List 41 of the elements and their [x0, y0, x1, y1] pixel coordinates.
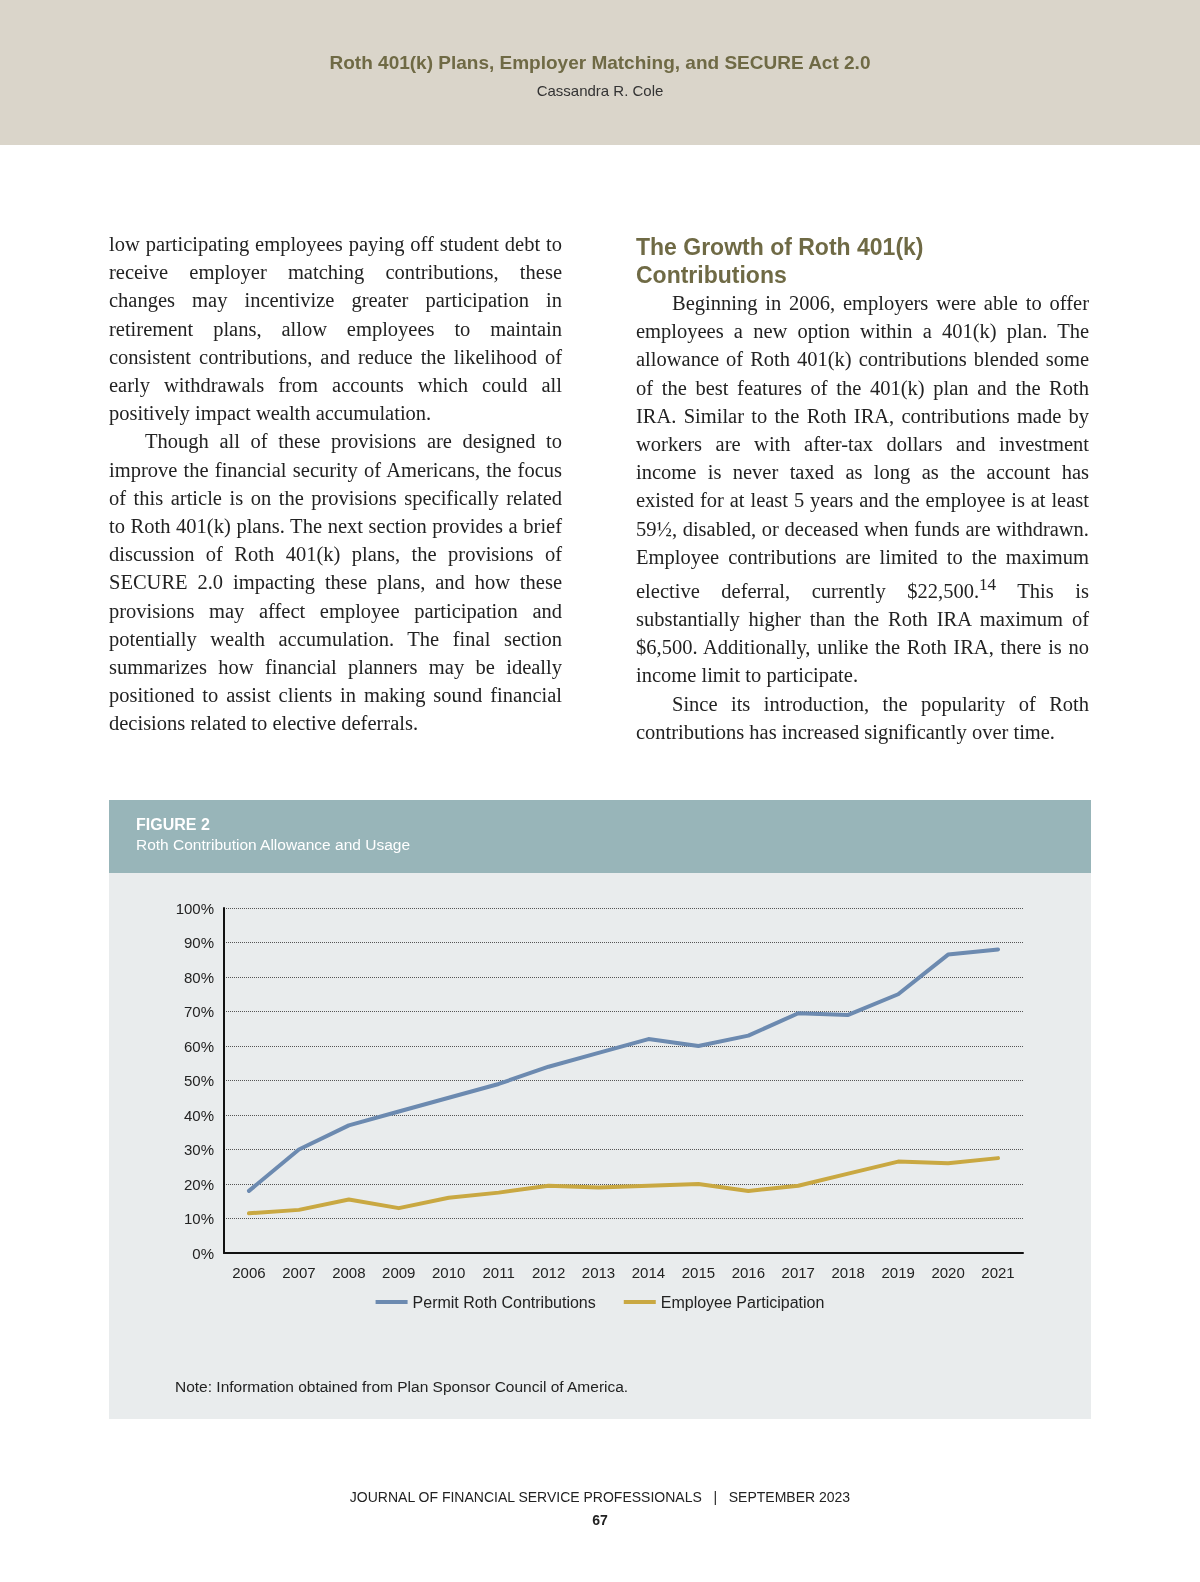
y-tick-label: 50% — [183, 1072, 214, 1089]
text: JOURNAL OF FINANCIAL SERVICE PROFESSIONALS | SEPTEMBER 2023 — [348, 1489, 852, 1505]
x-tick-label: 2007 — [282, 1264, 316, 1281]
x-tick-label: 2019 — [881, 1264, 915, 1281]
x-tick-label: 2008 — [332, 1264, 366, 1281]
x-tick-label: 2010 — [432, 1264, 466, 1281]
x-tick-label: 2013 — [581, 1264, 616, 1281]
line-series — [246, 1156, 1001, 1216]
x-tick-label: 2014 — [631, 1264, 666, 1281]
x-tick-label: 2015 — [681, 1264, 716, 1281]
y-tick-label: 40% — [183, 1106, 214, 1124]
legend-label: Permit Roth Contributions — [412, 1293, 596, 1311]
y-tick-label: 70% — [183, 1003, 214, 1020]
x-tick-label: 2017 — [781, 1264, 815, 1281]
text: Roth 401(k) Plans, Employer Matching, and SECURE Act 2.0 — [328, 51, 872, 74]
x-tick-label: 2020 — [931, 1264, 965, 1281]
x-tick-label: 2011 — [482, 1264, 515, 1281]
x-tick-label: 2012 — [531, 1264, 566, 1281]
text: Beginning in 2006, employers were able to offer employees a new option within a 401(k) plan. The allowance of Roth 401(k) contributions blended some of the best features of the 401(k) plan and the Roth IRA. Similar to the Roth IRA, contributions made by workers are with after-tax dollars and investment income is never taxed as long as the account has existed for at least 5 years and the employee is at least 59½, disabled, or deceased when funds are withdrawn. Employee contributions are limited to the maximum elective deferral, currently $22,500.$^{14}$ This is substantially higher than the Roth IRA maximum of $6,500. Additionally, unlike the Roth IRA, there is no income limit to participate. Since its introduction, the popularity of Roth contributions has increased significantly over time. — [636, 292, 1089, 743]
text: Cassandra R. Cole — [535, 82, 665, 99]
y-tick-label: 80% — [183, 968, 214, 986]
x-tick-label: 2018 — [831, 1264, 865, 1281]
text: The Growth of Roth 401(k) Contributions — [636, 233, 925, 289]
chart-title: FIGURE 2 — [136, 816, 211, 834]
y-tick-label: 60% — [183, 1037, 214, 1055]
y-tick-label: 30% — [183, 1141, 214, 1158]
y-tick-label: 90% — [183, 934, 214, 951]
text: 67 — [591, 1512, 609, 1528]
y-tick-label: 20% — [183, 1175, 214, 1193]
text: Note: Information obtained from Plan Sponsor Council of America. — [175, 1378, 629, 1396]
x-tick-label: 2021 — [981, 1264, 1015, 1281]
x-tick-label: 2006 — [232, 1264, 266, 1281]
chart-subtitle: Roth Contribution Allowance and Usage — [136, 836, 411, 854]
x-tick-label: 2016 — [731, 1264, 766, 1281]
y-tick-label: 0% — [192, 1244, 214, 1262]
y-tick-label: 100% — [175, 899, 214, 917]
y-tick-label: 10% — [183, 1210, 214, 1227]
x-tick-label: 2009 — [382, 1264, 416, 1281]
line-series — [246, 947, 1001, 1193]
legend-label: Employee Participation — [660, 1293, 825, 1311]
text: low participating employees paying off student debt to receive employer matching contributions, these changes may incentivize greater participation in retirement plans, allow employees to maintain consistent contributions, and reduce the likelihood of early withdrawals from accounts which could all positively impact wealth accumulation. Though all of these provisions are designed to improve the financial security of Americans, the focus of this article is on the provisions specifically related to Roth 401(k) plans. The next section provides a brief discussion of Roth 401(k) plans, the provisions of SECURE 2.0 impacting these plans, and how these provisions may affect employee participation and potentially wealth accumulation. The final section summarizes how financial planners may be ideally positioned to assist clients in making sound financial decisions related to elective deferrals. — [109, 233, 562, 735]
